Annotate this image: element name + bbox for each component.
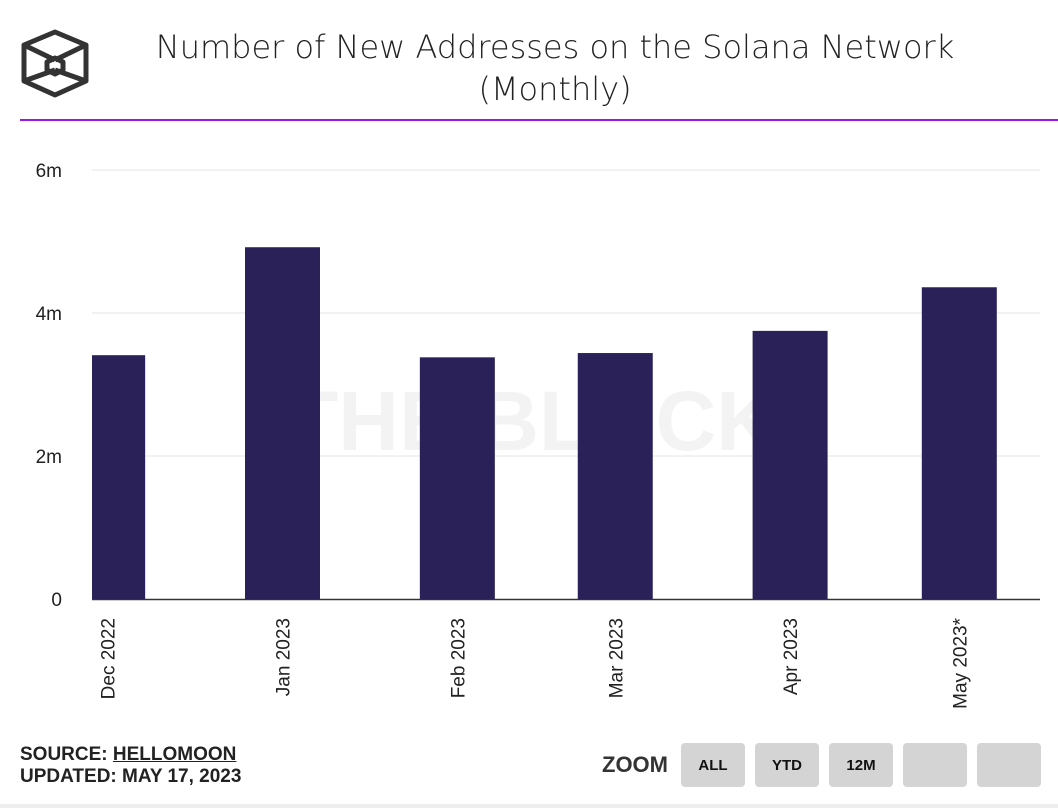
- bar[interactable]: [577, 353, 653, 599]
- title-line-1: Number of New Addresses on the Solana Ne…: [155, 28, 955, 66]
- bottom-border: [0, 804, 1058, 808]
- bar-chart: THE BLOCK 0 2m 4m 6m Dec 2022 Jan 2023 Feb 202…: [36, 161, 1040, 709]
- y-tick-label: 6m: [36, 161, 62, 182]
- y-tick-label: 0: [51, 590, 62, 611]
- bar[interactable]: [70, 355, 146, 599]
- bar[interactable]: [245, 247, 320, 599]
- the-block-logo: [21, 29, 89, 98]
- watermark: THE BLOCK: [287, 374, 777, 468]
- zoom-label: ZOOM: [602, 752, 668, 777]
- bar[interactable]: [752, 330, 828, 599]
- updated-date: MAY 17, 2023: [122, 766, 242, 787]
- zoom-button-4[interactable]: [903, 743, 967, 787]
- zoom-ytd-button[interactable]: YTD: [755, 743, 819, 787]
- bar[interactable]: [419, 357, 495, 599]
- x-tick-label: May 2023*: [950, 617, 971, 708]
- x-tick-label: Mar 2023: [606, 618, 627, 698]
- title-divider: [20, 119, 1058, 121]
- x-tick-label: Apr 2023: [781, 618, 802, 695]
- y-tick-label: 2m: [36, 447, 62, 468]
- x-tick-label: Feb 2023: [448, 618, 469, 698]
- updated-label: UPDATED:: [20, 766, 117, 787]
- source-info: SOURCE: HELLOMOON UPDATED: MAY 17, 2023: [20, 744, 241, 788]
- y-tick-label: 4m: [36, 304, 62, 325]
- zoom-12m-button[interactable]: 12M: [829, 743, 893, 787]
- title-line-2: (Monthly): [478, 70, 632, 108]
- source-label: SOURCE:: [20, 744, 108, 765]
- zoom-all-button[interactable]: ALL: [681, 743, 745, 787]
- source-link[interactable]: HELLOMOON: [112, 744, 237, 765]
- bar[interactable]: [921, 287, 997, 599]
- x-tick-label: Jan 2023: [274, 618, 295, 696]
- chart-title: Number of New Addresses on the Solana Ne…: [100, 26, 1010, 110]
- x-tick-label: Dec 2022: [99, 618, 120, 699]
- zoom-button-5[interactable]: [977, 743, 1041, 787]
